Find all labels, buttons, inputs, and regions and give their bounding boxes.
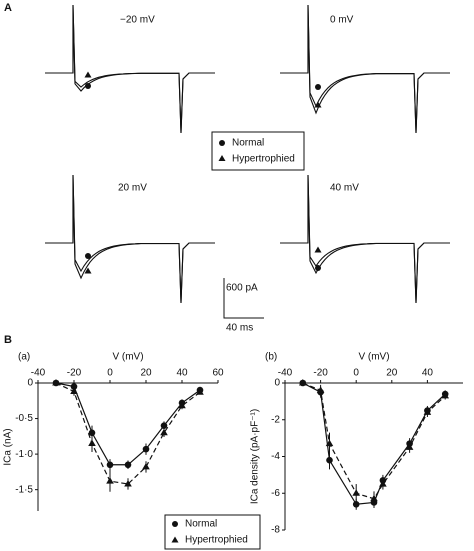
x-tick-label: -20 [313, 368, 328, 379]
y-tick-label: -2 [271, 414, 280, 425]
legend-text: Hypertrophied [232, 154, 295, 165]
legend-marker [172, 521, 178, 527]
trace-marker [84, 267, 92, 274]
scale-line [223, 278, 264, 319]
y-axis-label: ICa density (pA·pF⁻¹) [250, 409, 261, 504]
x-tick-label: 60 [212, 368, 224, 379]
current-trace [280, 4, 450, 134]
voltage-label: 20 mV [118, 183, 147, 194]
y-tick-label: -8 [271, 525, 280, 536]
data-point [441, 391, 449, 399]
series-line [55, 382, 201, 466]
trace-legend: Normal Hypertrophied [211, 131, 305, 171]
legend-text: Hypertrophied [185, 535, 248, 546]
x-tick-label: 0 [107, 368, 113, 379]
x-tick-label: 20 [386, 368, 398, 379]
series-line [302, 382, 446, 505]
data-point [88, 439, 96, 446]
legend-marker [218, 155, 226, 161]
current-trace [45, 174, 215, 304]
x-axis-label: V (mV) [358, 352, 389, 363]
x-tick-label: -40 [278, 368, 293, 379]
x-tick-label: -20 [67, 368, 82, 379]
y-tick-label: -1·5 [15, 484, 33, 495]
current-trace [280, 174, 450, 304]
data-point [405, 443, 414, 450]
data-point [370, 494, 378, 502]
data-point [52, 379, 60, 386]
data-point [316, 386, 325, 393]
panel-label: A [4, 2, 12, 14]
data-point [70, 383, 78, 390]
x-tick-label: 0 [353, 368, 359, 379]
current-trace [45, 4, 215, 134]
data-point [106, 477, 114, 484]
x-tick-label: -40 [31, 368, 46, 379]
series-line [302, 382, 446, 500]
trace-marker [315, 84, 321, 90]
panel-label: B [4, 334, 12, 346]
data-point [326, 456, 333, 464]
legend-box [211, 131, 305, 171]
data-point [379, 480, 387, 487]
y-axis-label: ICa (nA) [3, 428, 14, 465]
trace-marker [314, 246, 322, 253]
data-point [88, 429, 96, 437]
data-point [124, 461, 132, 469]
voltage-label: 0 mV [330, 15, 354, 26]
data-point [106, 461, 114, 469]
scale-bar: 600 pA 40 ms [223, 278, 264, 334]
y-tick-label: 0 [274, 378, 280, 389]
data-point [196, 388, 204, 395]
data-point [298, 379, 307, 386]
x-tick-label: 20 [140, 368, 152, 379]
series-line [55, 382, 201, 485]
legend-box [164, 514, 261, 550]
panel-label: (b) [265, 352, 277, 363]
scale-label: 600 pA [226, 283, 258, 294]
data-point [352, 489, 360, 496]
data-point [124, 479, 132, 487]
legend-text: Normal [232, 138, 264, 149]
data-point [142, 445, 150, 453]
current-trace [280, 4, 450, 134]
data-point [423, 408, 432, 415]
data-point [178, 401, 186, 409]
y-tick-label: -0·5 [15, 413, 33, 424]
current-trace [280, 174, 450, 304]
voltage-label: 40 mV [330, 183, 359, 194]
x-tick-label: 40 [176, 368, 188, 379]
data-point [325, 439, 334, 447]
data-point [160, 428, 168, 436]
current-trace [45, 174, 215, 304]
scale-label: 40 ms [226, 323, 253, 334]
data-point [70, 387, 78, 395]
voltage-label: −20 mV [120, 15, 155, 26]
trace-marker [84, 71, 92, 78]
panel-label: (a) [18, 352, 30, 363]
y-tick-label: -4 [271, 451, 280, 462]
trace-marker [85, 253, 91, 259]
y-tick-label: -1·0 [15, 449, 33, 460]
x-axis-label: V (mV) [112, 352, 143, 363]
legend-marker [219, 140, 225, 146]
y-tick-label: -6 [271, 488, 280, 499]
y-tick-label: 0 [27, 378, 33, 389]
trace-marker [85, 83, 91, 89]
trace-marker [314, 101, 322, 108]
data-point [352, 500, 360, 508]
data-point [142, 462, 150, 470]
trace-marker [315, 265, 321, 271]
legend-marker [171, 536, 179, 543]
data-point [160, 422, 168, 429]
x-tick-label: 40 [422, 368, 434, 379]
legend-text: Normal [185, 519, 217, 530]
